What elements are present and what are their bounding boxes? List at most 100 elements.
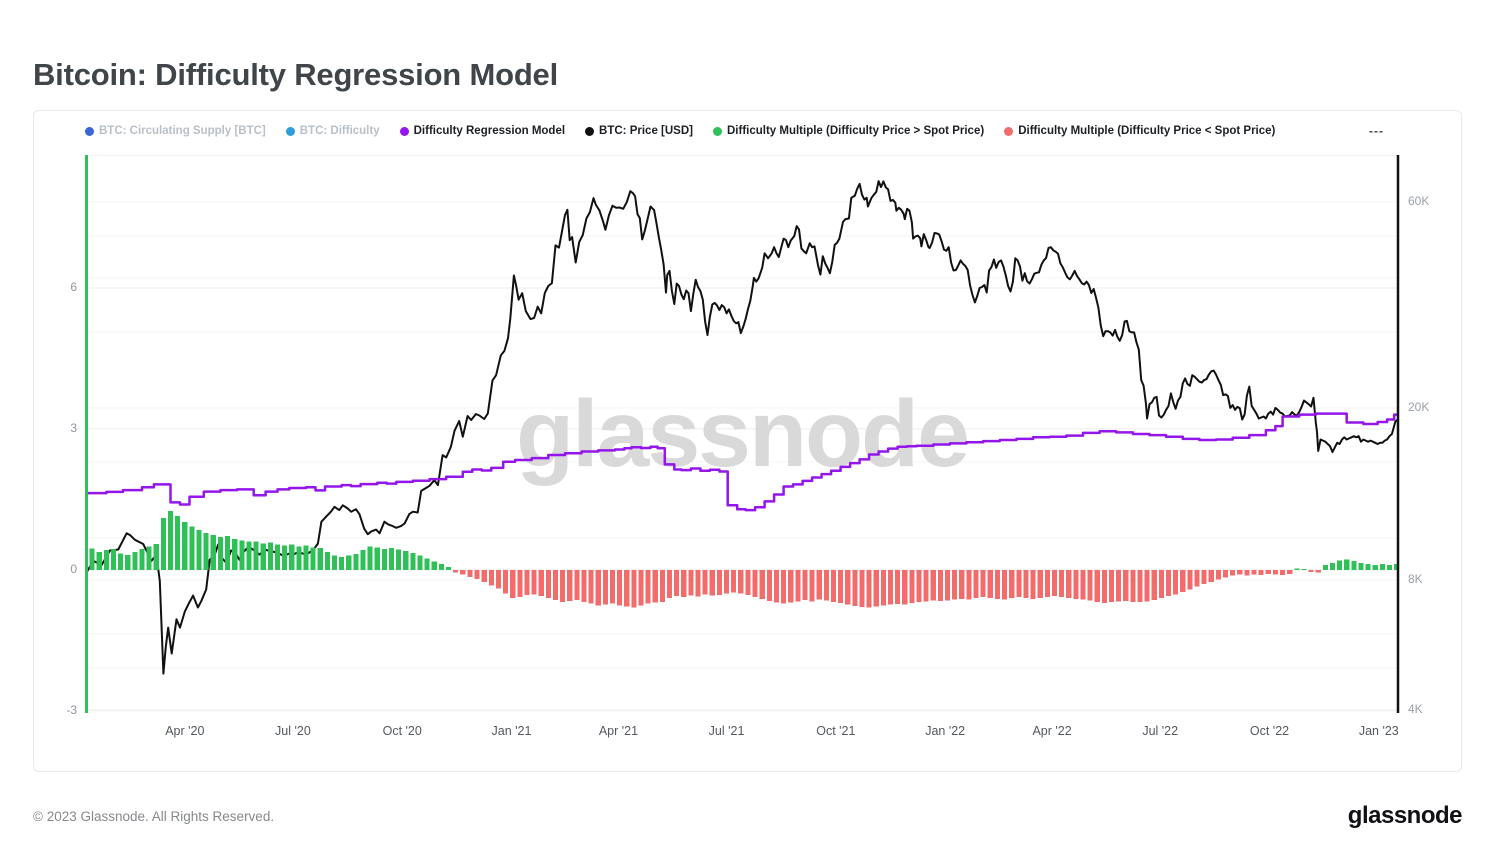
legend-item-label: Difficulty Multiple (Difficulty Price < …: [1018, 125, 1276, 137]
difficulty-multiple-bar: [652, 569, 658, 603]
difficulty-multiple-bar: [396, 549, 402, 570]
difficulty-multiple-bar: [859, 569, 865, 607]
difficulty-multiple-bar: [488, 569, 494, 586]
difficulty-multiple-bar: [1123, 569, 1129, 601]
difficulty-multiple-bar: [830, 569, 837, 602]
difficulty-multiple-bar: [274, 544, 281, 570]
difficulty-multiple-bar: [723, 569, 730, 594]
difficulty-multiple-bar: [1073, 569, 1079, 599]
difficulty-multiple-bar: [1329, 562, 1336, 570]
difficulty-multiple-bar: [1230, 569, 1236, 576]
difficulty-multiple-bar: [952, 569, 958, 600]
difficulty-multiple-bar: [139, 549, 145, 570]
legend-item-circulating-supply[interactable]: BTC: Circulating Supply [BTC]: [85, 125, 266, 137]
difficulty-multiple-bar: [1244, 569, 1250, 576]
difficulty-multiple-bar: [1116, 569, 1122, 602]
btc-price-line: [85, 180, 1399, 675]
difficulty-multiple-bar: [560, 569, 566, 602]
difficulty-multiple-bar: [602, 569, 608, 605]
difficulty-multiple-bar: [232, 538, 238, 570]
difficulty-multiple-bar: [617, 569, 623, 606]
difficulty-multiple-bar: [895, 569, 901, 605]
difficulty-multiple-bar: [1365, 564, 1371, 570]
difficulty-multiple-bar: [367, 546, 373, 570]
difficulty-multiple-bar: [1301, 568, 1307, 570]
difficulty-multiple-bar: [253, 541, 259, 570]
difficulty-multiple-bar: [674, 569, 680, 597]
difficulty-multiple-bar: [937, 569, 943, 601]
difficulty-multiple-bar: [795, 569, 801, 602]
watermark: glassnode: [516, 381, 968, 487]
difficulty-multiple-bar: [282, 545, 288, 570]
difficulty-multiple-bar: [1251, 569, 1257, 575]
difficulty-multiple-bar: [1001, 569, 1008, 600]
difficulty-multiple-bar: [453, 569, 459, 573]
difficulty-multiple-bar: [260, 543, 266, 570]
difficulty-multiple-bar: [96, 551, 102, 570]
legend-overflow-button[interactable]: ---: [1369, 124, 1384, 138]
difficulty-multiple-bar: [1322, 565, 1328, 570]
difficulty-multiple-bar: [246, 541, 252, 570]
difficulty-multiple-bar: [688, 569, 694, 596]
legend-item-multiple-above[interactable]: Difficulty Multiple (Difficulty Price > …: [712, 125, 984, 137]
legend-item-btc-price[interactable]: BTC: Price [USD]: [585, 125, 693, 137]
chart-card: [33, 110, 1462, 772]
difficulty-multiple-bar: [709, 569, 715, 596]
difficulty-multiple-bar: [210, 535, 216, 570]
legend-item-multiple-below[interactable]: Difficulty Multiple (Difficulty Price < …: [1004, 125, 1275, 137]
chart-legend: BTC: Circulating Supply [BTC] BTC: Diffi…: [85, 124, 1384, 138]
difficulty-multiple-bar: [574, 569, 580, 600]
difficulty-multiple-bar: [1379, 564, 1385, 570]
difficulty-multiple-bar: [966, 569, 972, 600]
difficulty-multiple-bar: [909, 569, 915, 604]
difficulty-multiple-bar: [595, 569, 601, 606]
legend-item-difficulty[interactable]: BTC: Difficulty: [285, 125, 380, 137]
difficulty-multiple-bar: [324, 551, 330, 570]
difficulty-multiple-bar: [788, 569, 794, 603]
difficulty-multiple-bar: [1194, 569, 1200, 587]
legend-item-label: Difficulty Regression Model: [413, 125, 566, 137]
difficulty-multiple-bar: [1272, 569, 1279, 575]
difficulty-multiple-bar: [581, 569, 587, 602]
difficulty-multiple-bar: [609, 569, 616, 604]
difficulty-multiple-bar: [980, 569, 986, 598]
difficulty-multiple-bar: [902, 569, 908, 605]
difficulty-multiple-bar: [1173, 569, 1179, 595]
difficulty-multiple-bar: [695, 569, 701, 597]
difficulty-multiple-bar: [217, 536, 224, 570]
difficulty-multiple-bar: [1287, 569, 1293, 575]
difficulty-multiple-bar: [1187, 569, 1193, 590]
difficulty-multiple-bar: [89, 548, 95, 570]
difficulty-multiple-bar: [153, 543, 159, 570]
difficulty-multiple-bar: [1258, 569, 1264, 575]
difficulty-multiple-bar: [638, 569, 644, 606]
difficulty-multiple-bar: [567, 569, 573, 601]
difficulty-multiple-bar: [481, 569, 487, 583]
difficulty-multiple-bar: [524, 569, 530, 596]
difficulty-multiple-bar: [225, 536, 231, 570]
legend-item-label: BTC: Price [USD]: [599, 125, 693, 137]
difficulty-multiple-bar: [118, 553, 124, 570]
difficulty-multiple-bar: [289, 544, 295, 570]
legend-item-regression-model[interactable]: Difficulty Regression Model: [399, 125, 566, 137]
difficulty-multiple-bar: [460, 569, 466, 575]
difficulty-multiple-bar: [167, 511, 174, 570]
difficulty-multiple-bar: [1208, 569, 1214, 583]
legend-item-label: BTC: Circulating Supply [BTC]: [99, 125, 266, 137]
difficulty-multiple-bar: [331, 555, 338, 570]
legend-dot-icon: [585, 126, 595, 136]
difficulty-multiple-bar: [1315, 569, 1321, 573]
difficulty-multiple-bar: [781, 569, 787, 604]
difficulty-multiple-bar: [959, 569, 965, 599]
difficulty-multiple-bar: [203, 533, 209, 570]
difficulty-multiple-bar: [880, 569, 886, 606]
difficulty-multiple-bar: [631, 569, 637, 608]
difficulty-multiple-bar: [624, 569, 630, 607]
difficulty-multiple-bar: [1158, 569, 1164, 599]
difficulty-multiple-bar: [1087, 569, 1093, 601]
difficulty-multiple-bar: [196, 529, 202, 570]
difficulty-multiple-bar: [1294, 568, 1300, 570]
difficulty-multiple-bar: [838, 569, 844, 604]
difficulty-multiple-bar: [588, 569, 594, 604]
